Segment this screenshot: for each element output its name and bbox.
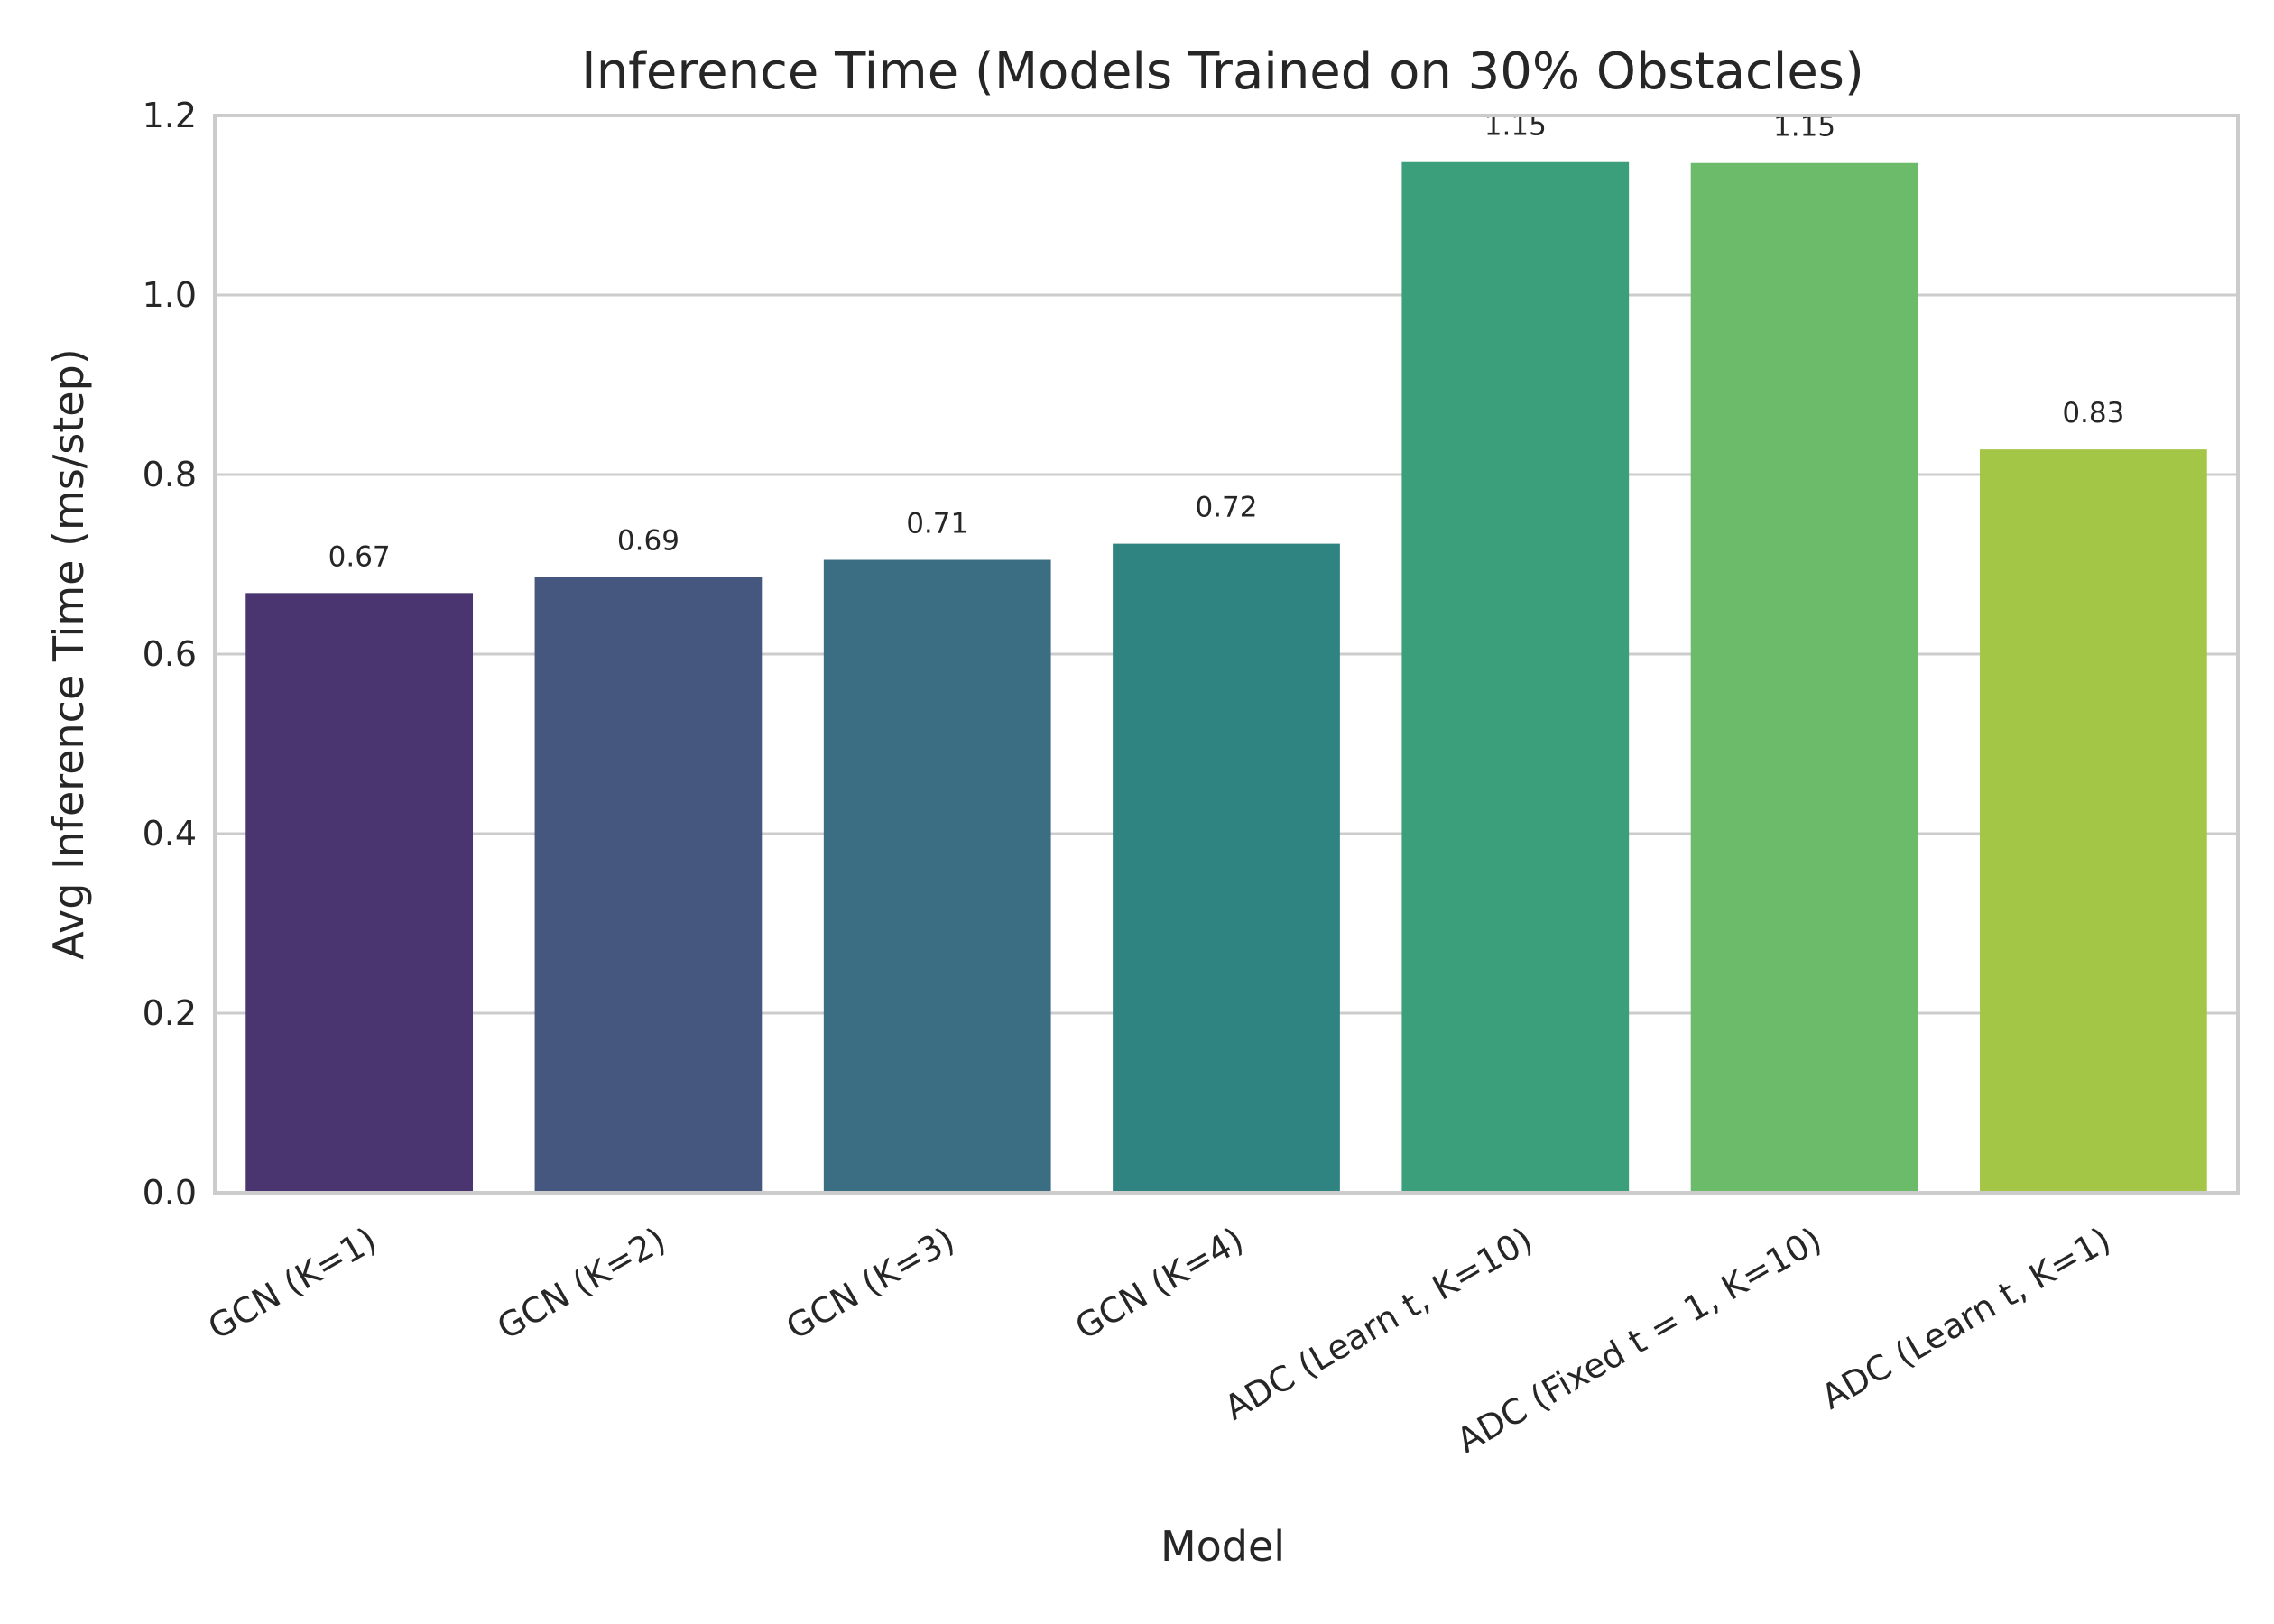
bar-value-labels: 0.67 0.690.71 0.721.15 1.150.83 — [328, 110, 2125, 574]
y-tick-label: 1.0 — [143, 275, 197, 315]
bar-value-label: 0.67 — [328, 540, 391, 573]
bar — [1401, 161, 1630, 1194]
bar-value-label: 0.83 — [2062, 397, 2124, 429]
y-tick-label: 0.6 — [143, 634, 197, 674]
bar-value-label: 0.71 — [906, 508, 968, 540]
x-axis-label: Model — [1160, 1522, 1285, 1571]
bar-value-label: 0.69 — [617, 524, 679, 557]
x-axis-ticks: GCN (K=1) GCN (K=2) GCN (K=3) GCN (K=4)ADC … — [201, 1220, 2117, 1461]
y-tick-label: 1.2 — [143, 96, 197, 135]
bar — [1979, 449, 2207, 1193]
y-tick-label: 0.8 — [143, 455, 197, 494]
x-tick-label: GCN (K=1) — [201, 1220, 383, 1348]
y-tick-label: 0.2 — [143, 993, 197, 1033]
x-tick-label: GCN (K=2) — [491, 1220, 672, 1348]
plot-frame — [213, 114, 2240, 1195]
y-axis-ticks: 0.0 0.2 0.4 0.6 0.8 1.0 1.2 — [143, 96, 197, 1213]
x-tick-label: ADC (Learn t, K=1) — [1815, 1220, 2117, 1417]
y-tick-label: 0.4 — [143, 814, 197, 854]
x-tick-label: GCN (K=4) — [1068, 1220, 1250, 1348]
x-tick-label: GCN (K=3) — [780, 1220, 961, 1348]
bar — [1690, 162, 1918, 1194]
bar — [823, 559, 1051, 1193]
chart-title: Inference Time (Models Trained on 30% Ob… — [581, 42, 1864, 101]
bar — [1113, 543, 1340, 1193]
bar — [245, 593, 474, 1193]
y-tick-label: 0.0 — [143, 1173, 197, 1213]
bar — [534, 577, 763, 1193]
bars — [245, 161, 2207, 1194]
x-tick-label: ADC (Learn t, K=10) — [1218, 1220, 1539, 1428]
bar-value-label: 0.72 — [1195, 492, 1257, 524]
y-axis-label: Avg Inference Time (ms/step) — [44, 348, 93, 959]
